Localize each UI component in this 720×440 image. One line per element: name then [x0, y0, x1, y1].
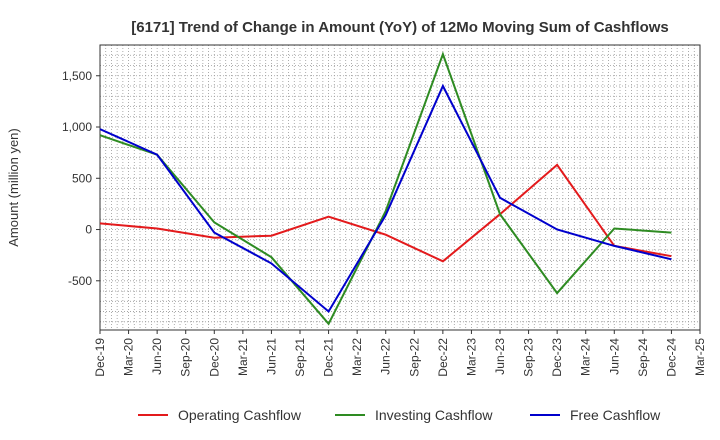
- x-tick-label: Mar-21: [236, 338, 250, 376]
- x-tick-label: Dec-22: [436, 338, 450, 377]
- series-line-investing-cashflow: [99, 51, 672, 326]
- x-tick-label: Sep-24: [636, 338, 650, 377]
- series-line-free-cashflow: [99, 83, 672, 314]
- y-tick-label: -500: [68, 274, 92, 288]
- series: [99, 51, 672, 326]
- y-tick-label: 1,000: [62, 120, 92, 134]
- x-tick-label: Sep-22: [407, 338, 421, 377]
- y-tick-label: 1,500: [62, 69, 92, 83]
- y-axis-label: Amount (million yen): [6, 128, 21, 247]
- legend-label: Operating Cashflow: [178, 407, 302, 423]
- x-tick-label: Dec-19: [93, 338, 107, 377]
- x-tick-label: Sep-21: [293, 338, 307, 377]
- x-tick-label: Jun-20: [150, 338, 164, 375]
- legend-label: Investing Cashflow: [375, 407, 493, 423]
- y-axis: -500 0 500 1,000 1,500: [62, 69, 100, 288]
- y-tick-label: 0: [85, 223, 92, 237]
- series-line-operating-cashflow: [99, 163, 672, 263]
- chart-title: [6171] Trend of Change in Amount (YoY) o…: [131, 19, 669, 36]
- x-tick-label: Mar-25: [693, 338, 707, 376]
- x-tick-label: Jun-22: [379, 338, 393, 375]
- x-tick-label: Dec-21: [322, 338, 336, 377]
- grid: [100, 45, 700, 330]
- y-tick-label: 500: [72, 171, 92, 185]
- x-tick-label: Dec-24: [664, 338, 678, 377]
- legend: Operating Cashflow Investing Cashflow Free…: [138, 407, 661, 423]
- x-tick-label: Mar-20: [122, 338, 136, 376]
- x-tick-label: Sep-23: [522, 338, 536, 377]
- x-tick-label: Sep-20: [179, 338, 193, 377]
- x-tick-label: Mar-23: [464, 338, 478, 376]
- x-tick-label: Jun-23: [493, 338, 507, 375]
- x-tick-label: Dec-23: [550, 338, 564, 377]
- x-tick-label: Dec-20: [207, 338, 221, 377]
- plot-area: [99, 44, 701, 331]
- x-tick-label: Jun-24: [607, 338, 621, 375]
- x-axis: Dec-19 Mar-20 Jun-20 Sep-20 Dec-20 Mar-21 Jun-…: [93, 330, 707, 377]
- x-tick-label: Jun-21: [264, 338, 278, 375]
- x-tick-label: Mar-22: [350, 338, 364, 376]
- x-tick-label: Mar-24: [579, 338, 593, 376]
- legend-label: Free Cashflow: [570, 407, 661, 423]
